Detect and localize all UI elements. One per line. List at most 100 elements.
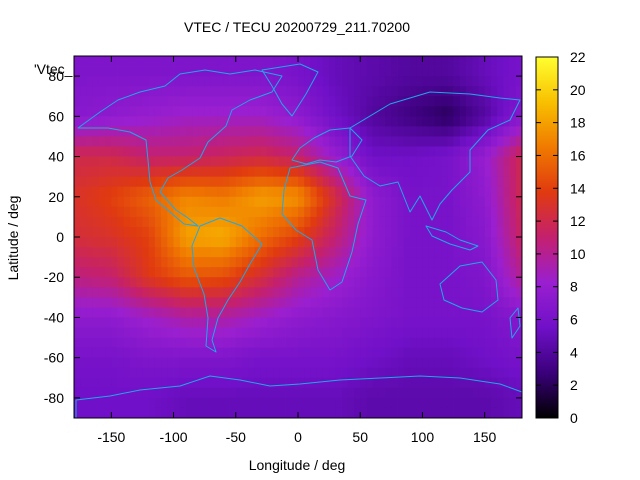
heatmap-cell — [447, 377, 454, 389]
heatmap-cell — [490, 126, 498, 137]
heatmap-cell — [372, 106, 380, 117]
heatmap-cell — [179, 106, 187, 117]
coastline-new-zealand — [509, 307, 521, 339]
heatmap-cell — [92, 407, 100, 419]
heatmap-cell — [273, 387, 280, 399]
heatmap-cell — [509, 56, 517, 67]
heatmap-cell — [341, 377, 349, 389]
heatmap-cell — [378, 156, 386, 168]
heatmap-cell — [341, 106, 349, 117]
heatmap-cell — [167, 247, 174, 258]
heatmap-cell — [98, 387, 106, 399]
heatmap-cell — [80, 126, 87, 137]
heatmap-cell — [136, 66, 143, 77]
heatmap-cell — [161, 337, 168, 349]
heatmap-cell — [167, 287, 174, 298]
heatmap-cell — [210, 297, 218, 308]
heatmap-cell — [148, 377, 156, 389]
heatmap-cell — [372, 327, 380, 338]
heatmap-cell — [105, 337, 112, 349]
heatmap-cell — [179, 267, 187, 278]
heatmap-cell — [74, 206, 81, 218]
heatmap-cell — [397, 176, 405, 188]
heatmap-cell — [154, 176, 162, 188]
heatmap-cell — [434, 206, 442, 218]
heatmap-cell — [117, 106, 125, 117]
heatmap-cell — [472, 136, 479, 147]
heatmap-cell — [515, 206, 523, 218]
heatmap-cell — [397, 347, 405, 359]
heatmap-cell — [291, 257, 299, 268]
heatmap-cell — [210, 106, 218, 117]
heatmap-cell — [434, 76, 442, 87]
heatmap-cell — [298, 357, 305, 369]
heatmap-cell — [329, 136, 336, 147]
heatmap-cell — [416, 267, 423, 278]
heatmap-cell — [266, 267, 274, 278]
heatmap-cell — [497, 277, 504, 288]
heatmap-cell — [198, 196, 206, 208]
heatmap-cell — [385, 377, 392, 389]
heatmap-cell — [329, 106, 336, 117]
heatmap-cell — [335, 136, 342, 147]
heatmap-cell — [254, 377, 262, 389]
heatmap-cell — [391, 367, 398, 379]
heatmap-cell — [391, 186, 398, 198]
heatmap-cell — [229, 116, 237, 127]
heatmap-cell — [154, 327, 162, 338]
heatmap-cell — [453, 166, 461, 178]
heatmap-cell — [322, 186, 330, 198]
heatmap-cell — [410, 387, 417, 399]
heatmap-cell — [466, 247, 473, 258]
heatmap-cell — [391, 387, 398, 399]
heatmap-cell — [416, 176, 423, 188]
heatmap-cell — [210, 237, 218, 248]
heatmap-cell — [242, 146, 249, 157]
heatmap-cell — [248, 247, 255, 258]
coastline-south-america — [191, 217, 263, 353]
heatmap-cell — [273, 237, 280, 248]
heatmap-cell — [366, 156, 374, 168]
heatmap-cell — [341, 397, 349, 409]
heatmap-cell — [229, 196, 237, 208]
heatmap-cell — [235, 116, 243, 127]
heatmap-cell — [298, 377, 305, 389]
heatmap-cell — [428, 226, 436, 238]
heatmap-cell — [310, 337, 318, 349]
heatmap-cell — [366, 307, 374, 318]
heatmap-cell — [266, 257, 274, 268]
heatmap-cell — [74, 96, 81, 107]
heatmap-cell — [136, 317, 143, 328]
heatmap-cell — [136, 357, 143, 369]
heatmap-cell — [490, 337, 498, 349]
heatmap-cell — [192, 156, 199, 168]
heatmap-cell — [217, 347, 224, 359]
heatmap-cell — [422, 397, 430, 409]
heatmap-cell — [273, 257, 280, 268]
heatmap-cell — [509, 166, 517, 178]
heatmap-cell — [509, 156, 517, 168]
heatmap-cell — [98, 347, 106, 359]
heatmap-cell — [86, 86, 94, 97]
heatmap-cell — [472, 347, 479, 359]
heatmap-cell — [285, 66, 293, 77]
heatmap-cell — [416, 327, 423, 338]
heatmap-cell — [266, 407, 274, 419]
heatmap-cell — [298, 297, 305, 308]
heatmap-cell — [472, 176, 479, 188]
heatmap-cell — [416, 297, 423, 308]
heatmap-cell — [366, 216, 374, 228]
heatmap-cell — [341, 237, 349, 248]
heatmap-cell — [410, 126, 417, 137]
heatmap-cell — [117, 116, 125, 127]
heatmap-cell — [105, 106, 112, 117]
heatmap-cell — [378, 166, 386, 178]
heatmap-cell — [428, 86, 436, 97]
heatmap-cell — [298, 267, 305, 278]
heatmap-cell — [447, 96, 454, 107]
heatmap-cell — [248, 357, 255, 369]
heatmap-cell — [490, 307, 498, 318]
heatmap-cell — [235, 247, 243, 258]
heatmap-cell — [490, 407, 498, 419]
heatmap-cell — [304, 96, 311, 107]
